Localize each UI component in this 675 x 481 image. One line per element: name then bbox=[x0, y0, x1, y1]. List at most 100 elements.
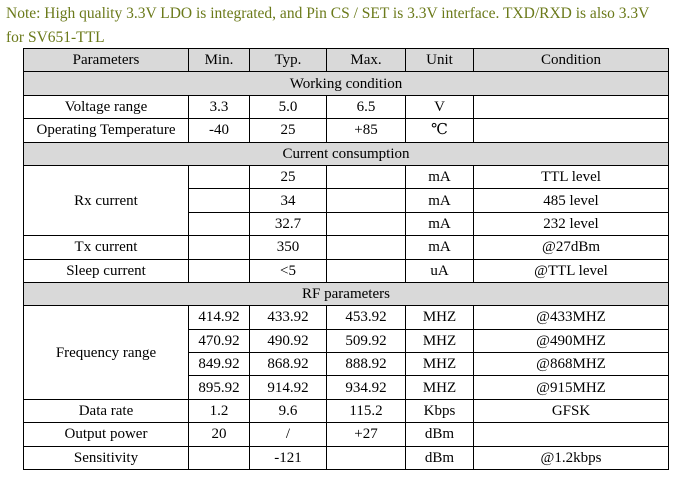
table-row: Output power 20 / +27 dBm bbox=[23, 422, 669, 447]
table-cell: <5 bbox=[249, 258, 327, 283]
table-cell: Sensitivity bbox=[23, 445, 189, 471]
table-cell bbox=[473, 94, 669, 120]
table-row: Data rate 1.2 9.6 115.2 Kbps GFSK bbox=[23, 398, 669, 424]
spec-table: Parameters Min. Typ. Max. Unit Condition… bbox=[23, 47, 669, 471]
header-cell: Min. bbox=[188, 47, 250, 73]
table-cell: 509.92 bbox=[326, 328, 406, 354]
header-cell: Unit bbox=[405, 47, 474, 73]
section-title-rf: RF parameters bbox=[23, 281, 669, 307]
table-cell: 34 bbox=[249, 188, 327, 213]
table-cell: 490.92 bbox=[249, 328, 327, 354]
table-cell: V bbox=[405, 94, 474, 120]
section-row: Current consumption bbox=[23, 141, 669, 166]
table-cell: 485 level bbox=[473, 188, 669, 213]
table-cell: mA bbox=[405, 188, 474, 213]
table-cell: mA bbox=[405, 235, 474, 260]
table-cell: 849.92 bbox=[188, 352, 250, 377]
table-cell: 934.92 bbox=[326, 375, 406, 400]
table-cell: @915MHZ bbox=[473, 375, 669, 400]
table-cell: -40 bbox=[188, 118, 250, 143]
table-cell: 414.92 bbox=[188, 305, 250, 330]
table-row: Sensitivity -121 dBm @1.2kbps bbox=[23, 445, 669, 471]
table-cell: +85 bbox=[326, 118, 406, 143]
table-cell: ℃ bbox=[405, 118, 474, 143]
table-cell bbox=[188, 258, 250, 283]
table-cell: dBm bbox=[405, 445, 474, 471]
table-cell: MHZ bbox=[405, 375, 474, 400]
table-cell: 20 bbox=[188, 422, 250, 447]
table-row: 849.92 868.92 888.92 MHZ @868MHZ bbox=[24, 352, 669, 377]
table-cell bbox=[188, 164, 250, 190]
section-title-working: Working condition bbox=[23, 71, 669, 96]
table-cell: uA bbox=[405, 258, 474, 283]
table-cell: 25 bbox=[249, 118, 327, 143]
table-cell: @1.2kbps bbox=[473, 445, 669, 471]
section-row: Working condition bbox=[23, 71, 669, 96]
table-cell: @27dBm bbox=[473, 235, 669, 260]
header-cell: Condition bbox=[473, 47, 669, 73]
header-cell: Typ. bbox=[249, 47, 327, 73]
table-cell: -121 bbox=[249, 445, 327, 471]
table-cell bbox=[473, 422, 669, 447]
table-cell: mA bbox=[405, 164, 474, 190]
table-row: 895.92 914.92 934.92 MHZ @915MHZ bbox=[24, 375, 669, 400]
table-cell: 9.6 bbox=[249, 398, 327, 424]
header-cell: Parameters bbox=[23, 47, 189, 73]
table-cell bbox=[326, 164, 406, 190]
table-row: Sleep current <5 uA @TTL level bbox=[23, 258, 669, 283]
table-cell: 115.2 bbox=[326, 398, 406, 424]
header-cell: Max. bbox=[326, 47, 406, 73]
table-cell: 32.7 bbox=[249, 211, 327, 237]
table-cell: TTL level bbox=[473, 164, 669, 190]
table-cell: 6.5 bbox=[326, 94, 406, 120]
table-cell: 895.92 bbox=[188, 375, 250, 400]
table-cell: Voltage range bbox=[23, 94, 189, 120]
table-row: Frequency range 414.92 433.92 453.92 MHZ… bbox=[23, 305, 669, 400]
table-cell: MHZ bbox=[405, 328, 474, 354]
frequency-range-label: Frequency range bbox=[23, 305, 189, 400]
rx-current-label: Rx current bbox=[23, 164, 189, 237]
table-cell bbox=[326, 445, 406, 471]
table-cell: MHZ bbox=[405, 352, 474, 377]
table-cell: 914.92 bbox=[249, 375, 327, 400]
table-cell: @TTL level bbox=[473, 258, 669, 283]
table-cell: 888.92 bbox=[326, 352, 406, 377]
header-row: Parameters Min. Typ. Max. Unit Condition bbox=[23, 47, 669, 73]
table-cell: Sleep current bbox=[23, 258, 189, 283]
table-cell: 25 bbox=[249, 164, 327, 190]
table-cell: 232 level bbox=[473, 211, 669, 237]
table-cell: @490MHZ bbox=[473, 328, 669, 354]
table-cell: mA bbox=[405, 211, 474, 237]
table-cell: 470.92 bbox=[188, 328, 250, 354]
table-cell: +27 bbox=[326, 422, 406, 447]
table-cell: 868.92 bbox=[249, 352, 327, 377]
table-cell bbox=[188, 235, 250, 260]
table-cell: Output power bbox=[23, 422, 189, 447]
table-cell: 5.0 bbox=[249, 94, 327, 120]
table-cell bbox=[326, 188, 406, 213]
table-cell: / bbox=[249, 422, 327, 447]
table-cell: 350 bbox=[249, 235, 327, 260]
table-row: Tx current 350 mA @27dBm bbox=[23, 235, 669, 260]
table-cell: Tx current bbox=[23, 235, 189, 260]
table-row: 470.92 490.92 509.92 MHZ @490MHZ bbox=[24, 328, 669, 354]
section-title-current: Current consumption bbox=[23, 141, 669, 166]
table-cell: 453.92 bbox=[326, 305, 406, 330]
table-cell: Data rate bbox=[23, 398, 189, 424]
table-cell: 1.2 bbox=[188, 398, 250, 424]
table-cell bbox=[188, 188, 250, 213]
table-cell: @433MHZ bbox=[473, 305, 669, 330]
table-cell: Kbps bbox=[405, 398, 474, 424]
table-cell: Operating Temperature bbox=[23, 118, 189, 143]
table-cell bbox=[188, 445, 250, 471]
table-cell bbox=[326, 211, 406, 237]
table-cell: dBm bbox=[405, 422, 474, 447]
table-row: Rx current 25 mA TTL level bbox=[23, 164, 669, 237]
table-cell: 3.3 bbox=[188, 94, 250, 120]
table-row: Voltage range 3.3 5.0 6.5 V bbox=[23, 94, 669, 120]
table-cell bbox=[326, 235, 406, 260]
table-cell bbox=[473, 118, 669, 143]
table-cell: MHZ bbox=[405, 305, 474, 330]
table-cell: 433.92 bbox=[249, 305, 327, 330]
table-row: Operating Temperature -40 25 +85 ℃ bbox=[23, 118, 669, 143]
